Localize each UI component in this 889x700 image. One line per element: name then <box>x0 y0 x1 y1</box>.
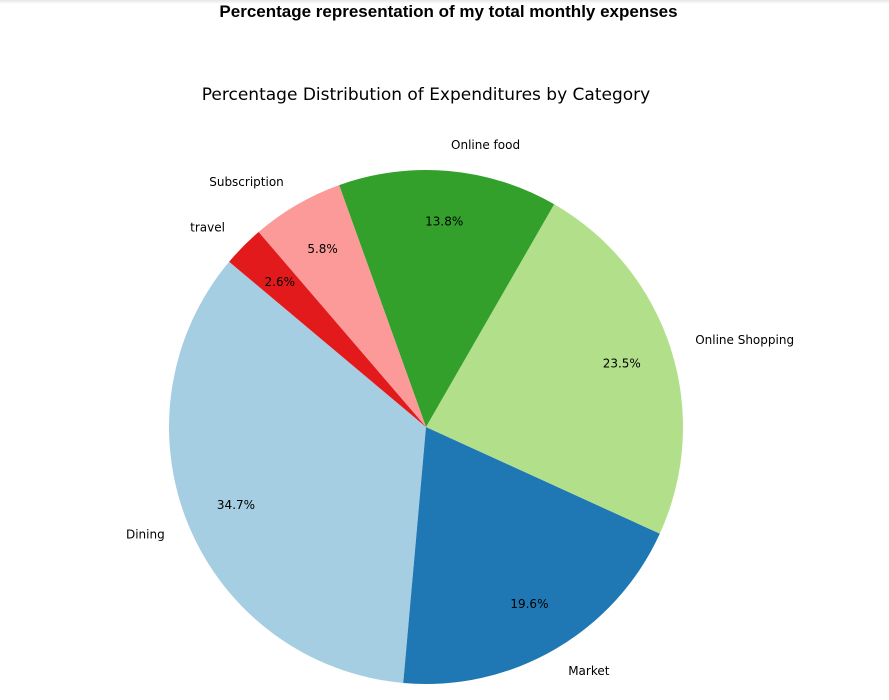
percent-label-dining: 34.7% <box>217 498 255 512</box>
page-heading: Percentage representation of my total mo… <box>219 2 678 21</box>
category-label-market: Market <box>568 664 610 678</box>
percent-label-online-food: 13.8% <box>425 215 463 229</box>
pie-slice-dining <box>168 261 426 683</box>
top-edge-shadow <box>0 0 889 4</box>
pie-slices <box>168 169 683 685</box>
category-label-subscription: Subscription <box>209 175 284 189</box>
pie-labels: Dining 34.7% Market 19.6% Online Shopping 23.… <box>126 138 794 678</box>
percent-label-subscription: 5.8% <box>307 242 338 256</box>
pie-slice-subscription <box>258 185 426 427</box>
percent-label-online-shopping: 23.5% <box>603 357 641 371</box>
pie-slice-market <box>403 427 660 685</box>
pie-slice-online-shopping <box>426 204 683 534</box>
percent-label-market: 19.6% <box>510 597 548 611</box>
category-label-online-food: Online food <box>451 138 520 152</box>
pie-slice-online-food <box>339 169 555 427</box>
percent-label-travel: 2.6% <box>265 275 296 289</box>
category-label-dining: Dining <box>126 528 165 542</box>
chart-title: Percentage Distribution of Expenditures … <box>202 85 650 105</box>
category-label-travel: travel <box>190 221 225 235</box>
pie-slice-travel <box>229 231 426 427</box>
category-label-online-shopping: Online Shopping <box>695 333 794 347</box>
